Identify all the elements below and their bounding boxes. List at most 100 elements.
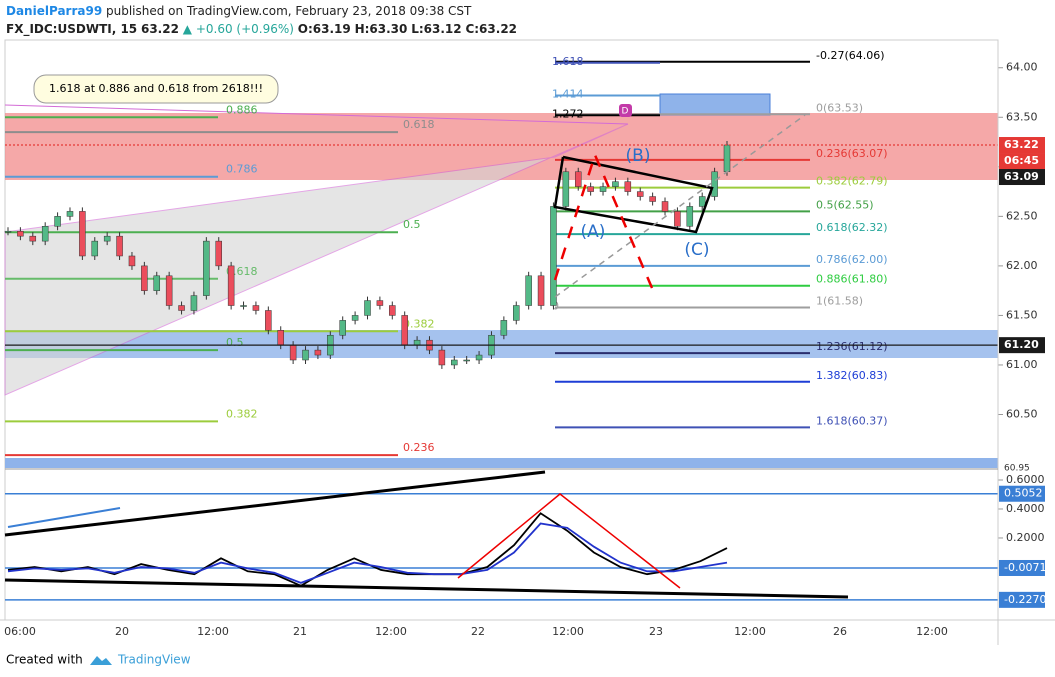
- candle: [79, 211, 86, 257]
- price-tag: [999, 137, 1045, 154]
- fib-label: 1.414: [552, 87, 584, 100]
- x-tick-label: 26: [833, 625, 847, 638]
- candle: [451, 359, 458, 366]
- candle: [165, 275, 173, 306]
- change: ▲ +0.60 (+0.96%): [182, 22, 294, 36]
- wave-label: (A): [581, 222, 606, 242]
- fib-label: 0.382(62.79): [816, 175, 888, 188]
- x-tick-label: 06:00: [4, 625, 36, 638]
- fib-label: 1.236(61.12): [816, 340, 888, 353]
- callout: [33, 74, 279, 104]
- candle: [674, 211, 681, 227]
- candle: [599, 186, 607, 192]
- drawing-layer: 1.618 at 0.886 and 0.618 from 2618!!! (A…: [0, 40, 1055, 667]
- level-tag: [999, 559, 1045, 576]
- high: H:63.30: [354, 22, 408, 36]
- y-tick-label: 60.50: [1006, 408, 1038, 421]
- footer-text: Created with: [6, 653, 83, 667]
- x-tick-label: 20: [115, 625, 129, 638]
- d-marker: [619, 104, 632, 117]
- candle: [29, 235, 37, 242]
- fib-label: 0: [552, 300, 559, 313]
- y-tick-label: 64.00: [1006, 61, 1038, 74]
- candle: [686, 206, 694, 227]
- callout-text: 1.618 at 0.886 and 0.618 from 2618!!!: [49, 82, 263, 95]
- fib-label: 0(63.53): [816, 101, 863, 114]
- pattern-line: [4, 104, 629, 125]
- candle: [550, 206, 557, 306]
- fib-label: 0.382: [226, 407, 258, 420]
- y-tick-label: 0.4000: [1006, 502, 1045, 515]
- trendline: [4, 470, 546, 537]
- prev-close-tag: [999, 169, 1045, 186]
- fib-label: 1.382(60.83): [816, 369, 888, 382]
- fib-label: 1.272: [552, 107, 584, 120]
- candle: [54, 216, 61, 227]
- fib-label: 0.382: [403, 317, 435, 330]
- candle: [513, 305, 520, 321]
- author[interactable]: DanielParra99: [6, 4, 103, 18]
- fib-label: 0.236(63.07): [816, 147, 888, 160]
- wave-label: (C): [684, 240, 709, 260]
- fib-label: 0.5(62.55): [816, 198, 874, 211]
- candle: [203, 240, 210, 296]
- x-tick-label: 12:00: [734, 625, 766, 638]
- level-label: -0.2270: [1004, 593, 1046, 606]
- candle: [711, 171, 718, 197]
- fib-label: 1.618(60.37): [816, 414, 888, 427]
- candle: [91, 240, 99, 257]
- last: 63.22: [140, 22, 179, 36]
- fib-label: 0.786: [226, 163, 258, 176]
- arrow: [7, 507, 121, 528]
- candle: [500, 320, 508, 336]
- y-tick-label: 62.00: [1006, 259, 1038, 272]
- target-box: [659, 93, 771, 116]
- fib-label: 0.236: [403, 441, 435, 454]
- hidden-label: 60.95: [1004, 464, 1030, 474]
- candle: [277, 330, 284, 346]
- level-tag: [999, 485, 1045, 502]
- fib-label: 1.618: [552, 55, 584, 68]
- candle: [153, 275, 161, 291]
- candle: [574, 171, 582, 187]
- candle: [103, 235, 111, 242]
- prev-close: 63.09: [1004, 170, 1039, 183]
- candle: [17, 230, 24, 237]
- countdown-tag: [999, 153, 1045, 170]
- candle: [537, 275, 545, 306]
- candle: [289, 344, 297, 361]
- wave-label: D: [622, 107, 629, 117]
- fib-label: 0.618: [403, 118, 435, 131]
- y-tick-label: 0.6000: [1006, 473, 1045, 486]
- candle: [141, 265, 148, 291]
- fib-label: 0.786(62.00): [816, 253, 888, 266]
- candle: [339, 320, 346, 336]
- y-tick-label: 0.2000: [1006, 531, 1045, 544]
- x-tick-label: 12:00: [552, 625, 584, 638]
- fib-label: 0.618(62.32): [816, 221, 888, 234]
- symbol-line: FX_IDC:USDWTI, 15 63.22 ▲ +0.60 (+0.96%)…: [6, 22, 517, 36]
- y-tick-label: 61.00: [1006, 358, 1038, 371]
- published: published on TradingView.com, February 2…: [106, 4, 472, 18]
- projection: [554, 114, 806, 298]
- arrows: [457, 493, 681, 589]
- candle: [401, 315, 408, 346]
- y-tick-label: 61.50: [1006, 308, 1038, 321]
- level-label: 0.5052: [1004, 487, 1043, 500]
- y-tick-label: 63.50: [1006, 110, 1038, 123]
- x-tick-label: 23: [649, 625, 663, 638]
- candle: [525, 275, 532, 306]
- candle: [240, 305, 247, 307]
- candle: [314, 349, 322, 356]
- candle: [302, 349, 309, 361]
- price-tag-label: 63.22: [1004, 138, 1039, 151]
- x-tick-label: 12:00: [375, 625, 407, 638]
- candle: [116, 235, 123, 257]
- oscillator-line: [7, 512, 728, 587]
- fib-label: 0.5: [403, 218, 421, 231]
- candle: [178, 305, 185, 311]
- footer-brand[interactable]: TradingView: [117, 653, 191, 667]
- candle: [475, 354, 483, 361]
